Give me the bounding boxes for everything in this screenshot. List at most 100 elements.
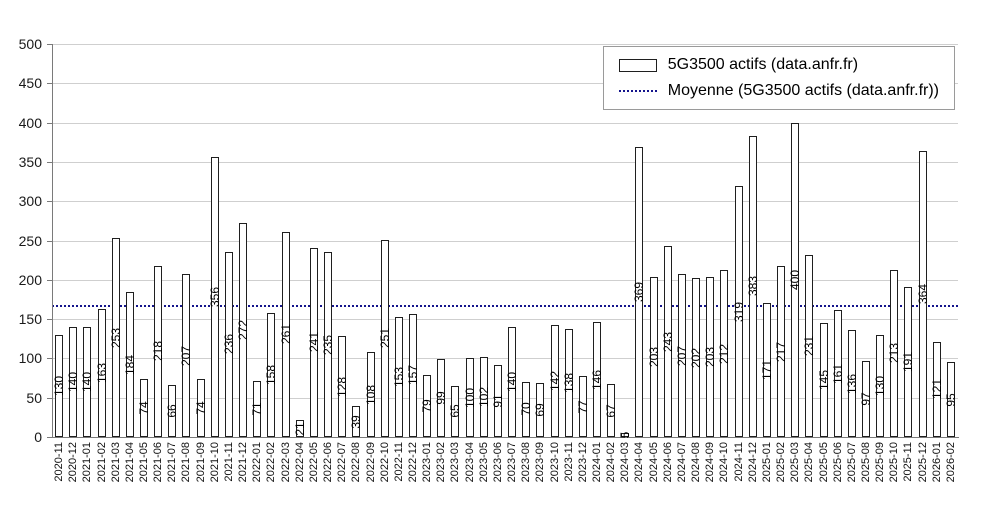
bar-value-label: 171 [759, 359, 774, 380]
bar [309, 247, 318, 437]
bar-value-label: 356 [207, 287, 222, 308]
x-axis-tick-label: 2025-08 [859, 442, 872, 483]
x-axis-tick-label: 2023-09 [534, 442, 547, 483]
bar [140, 378, 149, 437]
bar [593, 322, 602, 437]
x-axis-tick-label: 2026-01 [930, 442, 943, 483]
bar [423, 374, 432, 437]
bar-value-label: 191 [901, 351, 916, 372]
gridline [52, 358, 958, 360]
gridline [52, 319, 958, 321]
bar [819, 323, 828, 437]
x-axis-tick-label: 2025-04 [803, 442, 816, 483]
bar [890, 269, 899, 437]
y-axis-tick [47, 358, 52, 360]
x-axis-tick-label: 2023-01 [421, 442, 434, 483]
y-axis-tick-label: 450 [18, 75, 42, 92]
gridline [52, 201, 958, 203]
bar [762, 302, 771, 437]
x-axis-tick-label: 2022-09 [364, 442, 377, 483]
bar [734, 186, 743, 437]
bar-value-label: 272 [236, 320, 251, 341]
y-axis-tick-label: 400 [18, 114, 42, 131]
x-axis-tick-label: 2020-12 [67, 442, 80, 483]
y-axis-tick [47, 122, 52, 124]
bar [267, 312, 276, 437]
x-axis-tick-label: 2025-03 [789, 442, 802, 483]
bar [564, 328, 573, 437]
bar-value-label: 66 [165, 404, 180, 418]
bar-value-label: 67 [604, 403, 619, 418]
x-axis-line [52, 437, 959, 438]
bar [833, 310, 842, 437]
bar-value-label: 102 [476, 386, 491, 407]
bar [847, 330, 856, 437]
x-axis-tick-label: 2025-07 [845, 442, 858, 483]
bar-value-label: 70 [519, 402, 534, 417]
bar [791, 122, 800, 437]
bar-value-label: 261 [278, 324, 293, 345]
bar [508, 326, 517, 437]
x-axis-tick-label: 2021-05 [137, 442, 150, 483]
x-axis-tick-label: 2023-06 [491, 442, 504, 483]
bar-value-label: 207 [179, 345, 194, 366]
bar-value-label: 231 [802, 336, 817, 357]
bar-value-label: 5 [618, 431, 633, 439]
x-axis-tick-label: 2021-09 [194, 442, 207, 483]
gridline [52, 240, 958, 242]
bar [97, 308, 106, 437]
x-axis-tick-label: 2021-12 [237, 442, 250, 483]
x-axis-tick-label: 2022-04 [293, 442, 306, 483]
bar-value-label: 369 [632, 281, 647, 302]
bar-value-label: 108 [363, 384, 378, 405]
bar-value-label: 138 [561, 372, 576, 393]
bar [239, 223, 248, 437]
x-axis-tick-label: 2024-12 [746, 442, 759, 483]
bar-value-label: 207 [674, 345, 689, 366]
x-axis-tick-label: 2021-04 [123, 442, 136, 483]
bar [338, 336, 347, 437]
x-axis-tick-label: 2021-01 [81, 442, 94, 483]
bar-value-label: 251 [377, 328, 392, 349]
bar-value-label: 99 [434, 391, 449, 405]
bar [437, 359, 446, 437]
bar [918, 150, 927, 437]
bar [621, 433, 630, 437]
bar-value-label: 95 [943, 392, 958, 407]
bar-value-label: 202 [689, 347, 704, 368]
x-axis-tick-label: 2025-12 [916, 442, 929, 483]
bar-value-label: 77 [575, 400, 590, 414]
y-axis-tick [47, 44, 52, 45]
y-axis-tick-label: 100 [18, 350, 42, 367]
x-axis-tick-label: 2024-02 [605, 442, 618, 483]
bar-value-label: 218 [151, 341, 166, 362]
bar-value-label: 163 [94, 362, 109, 383]
bar-value-label: 146 [590, 369, 605, 390]
y-axis-tick-label: 150 [18, 311, 42, 328]
bar-value-label: 243 [660, 331, 675, 352]
gridline [52, 44, 958, 45]
bar-value-label: 400 [788, 269, 803, 290]
bar-value-label: 130 [52, 375, 67, 396]
bar [281, 231, 290, 437]
bar-value-label: 140 [505, 371, 520, 392]
y-axis-tick-label: 200 [18, 271, 42, 288]
bar-value-label: 145 [816, 369, 831, 391]
x-axis-tick-label: 2024-08 [690, 442, 703, 483]
x-axis-tick-label: 2025-10 [888, 442, 901, 483]
gridline [52, 83, 958, 85]
x-axis-tick-label: 2023-02 [435, 442, 448, 483]
bar-value-label: 213 [887, 343, 902, 364]
x-axis-tick-label: 2023-08 [520, 442, 533, 483]
x-axis-tick-label: 2021-03 [109, 442, 122, 483]
bar [111, 238, 120, 437]
bar [777, 266, 786, 437]
gridline [52, 397, 958, 399]
y-axis-tick [47, 201, 52, 203]
x-axis-tick-label: 2024-07 [675, 442, 688, 483]
bar [168, 385, 177, 437]
bar-value-label: 21 [292, 422, 307, 436]
bar-value-label: 203 [646, 347, 661, 368]
bar [408, 313, 417, 437]
bar [83, 326, 92, 437]
